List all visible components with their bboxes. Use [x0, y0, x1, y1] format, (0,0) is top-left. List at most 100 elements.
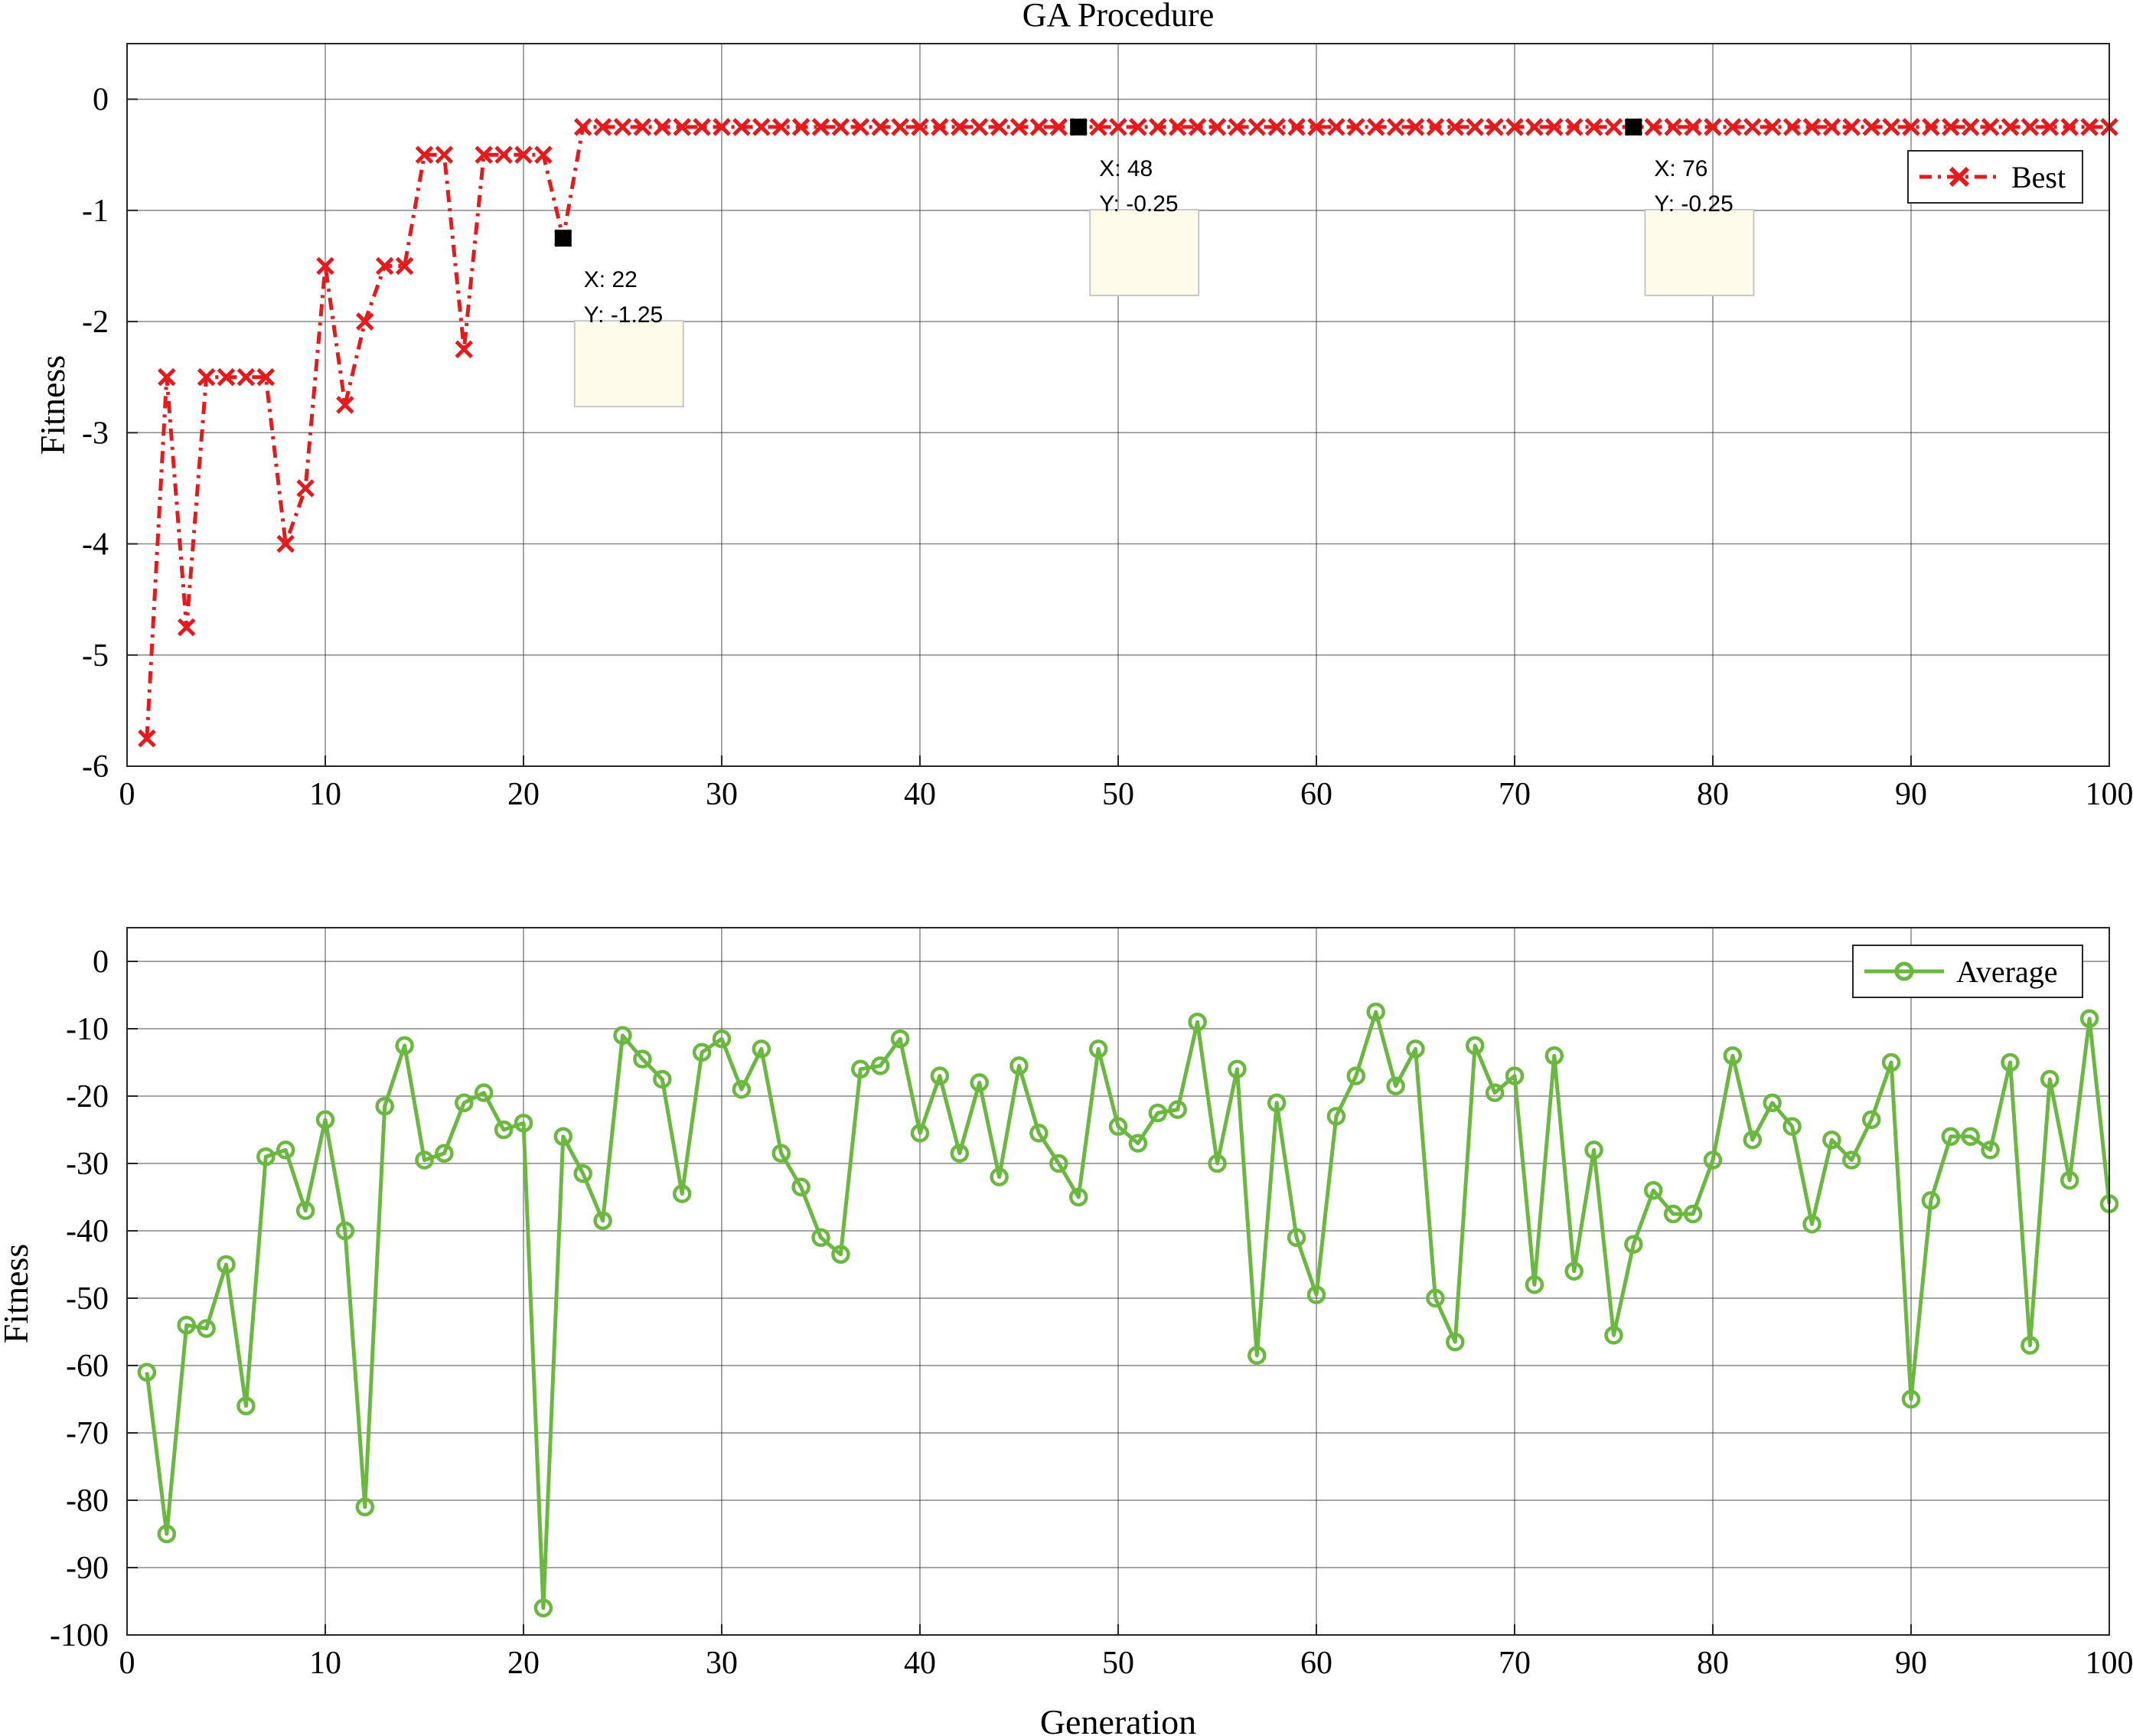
- best-point: [375, 256, 394, 276]
- best-point: [1981, 118, 2000, 136]
- average-point: [1306, 1285, 1326, 1304]
- y-tick-label: -90: [66, 1551, 109, 1586]
- average-point: [1981, 1140, 2000, 1160]
- average-point: [1564, 1261, 1583, 1281]
- best-point: [475, 145, 493, 164]
- best-point: [931, 118, 949, 136]
- average-point: [1505, 1066, 1525, 1085]
- average-point: [1861, 1110, 1881, 1130]
- best-point: [1882, 118, 1900, 136]
- average-point: [1228, 1059, 1247, 1079]
- datatip-x-label: X: 22: [584, 267, 638, 292]
- datatip-x-label: X: 48: [1099, 156, 1153, 181]
- best-point: [316, 256, 334, 276]
- best-point: [1049, 118, 1068, 136]
- average-point: [157, 1524, 177, 1544]
- best-point: [1743, 118, 1762, 136]
- average-point: [1901, 1389, 1921, 1409]
- average-point: [2020, 1336, 2040, 1355]
- average-point: [890, 1029, 910, 1049]
- y-tick-label: -5: [82, 638, 109, 674]
- average-point: [1961, 1127, 1980, 1147]
- best-point: [1466, 118, 1484, 136]
- average-point: [930, 1066, 950, 1085]
- average-point: [1009, 1056, 1029, 1075]
- y-tick-label: -3: [82, 416, 109, 451]
- average-point: [1208, 1154, 1227, 1173]
- best-point: [1802, 118, 1822, 136]
- y-tick-label: -70: [66, 1416, 109, 1451]
- best-point: [455, 340, 474, 359]
- average-point: [514, 1113, 533, 1133]
- y-tick-label: -50: [66, 1281, 109, 1317]
- average-legend-marker: [1894, 961, 1914, 981]
- best-point: [296, 479, 315, 498]
- average-point: [355, 1497, 375, 1517]
- best-point: [217, 367, 236, 387]
- best-point: [673, 118, 691, 136]
- average-point: [831, 1245, 850, 1264]
- average-point: [295, 1201, 315, 1220]
- average-point: [1584, 1140, 1603, 1160]
- datatip-box: [573, 320, 684, 408]
- average-point: [1188, 1012, 1207, 1032]
- x-tick-label: 90: [1895, 1646, 1927, 1681]
- x-tick-label: 90: [1895, 777, 1927, 812]
- best-point: [1327, 118, 1345, 136]
- top-grid: [126, 44, 2110, 767]
- average-point: [970, 1073, 989, 1092]
- datatip-y-label: Y: -0.25: [1654, 191, 1733, 217]
- top-x-tick-labels: 0 10 20 30 40 50 60 70 80 90 100: [119, 777, 2133, 812]
- best-point: [791, 118, 810, 136]
- best-point: [613, 118, 632, 136]
- best-point: [1486, 118, 1504, 136]
- best-legend-label: Best: [2011, 160, 2066, 194]
- y-tick-label: -10: [66, 1012, 109, 1047]
- datatip-box: [1644, 208, 1755, 296]
- y-tick-label: 0: [93, 945, 109, 980]
- average-point: [811, 1228, 830, 1248]
- average-series-line: [145, 1010, 2112, 1610]
- datatip-marker: [554, 230, 572, 247]
- best-point: [871, 118, 889, 136]
- average-point: [1822, 1130, 1841, 1150]
- x-tick-label: 60: [1300, 1646, 1332, 1681]
- average-point: [1386, 1076, 1405, 1096]
- top-axes-frame: [126, 43, 2110, 767]
- average-point: [375, 1096, 394, 1116]
- best-point: [1248, 118, 1267, 136]
- y-tick-label: -60: [66, 1349, 109, 1384]
- y-tick-label: -80: [66, 1483, 109, 1519]
- best-point: [1347, 118, 1365, 136]
- average-point: [1148, 1103, 1168, 1123]
- average-point: [1743, 1130, 1763, 1150]
- x-tick-label: 40: [904, 1646, 936, 1681]
- x-tick-label: 0: [119, 777, 135, 812]
- average-point: [455, 1093, 474, 1113]
- average-point: [236, 1396, 256, 1416]
- average-point: [1168, 1100, 1187, 1119]
- x-tick-label: 100: [2086, 777, 2133, 812]
- average-point: [1049, 1154, 1068, 1173]
- best-point: [534, 145, 553, 164]
- x-tick-label: 10: [309, 1646, 341, 1681]
- x-tick-label: 60: [1300, 777, 1332, 812]
- best-point: [1267, 118, 1286, 136]
- best-point: [1763, 118, 1782, 136]
- average-point: [791, 1177, 810, 1197]
- bottom-axes-frame: [126, 927, 2110, 1636]
- best-point: [1961, 118, 1980, 136]
- best-point: [1426, 118, 1445, 136]
- average-point: [1326, 1107, 1346, 1126]
- y-tick-label: -4: [82, 527, 109, 563]
- best-point: [1287, 118, 1306, 136]
- best-point: [494, 145, 513, 164]
- best-point: [891, 118, 909, 136]
- average-point: [692, 1043, 712, 1062]
- average-point: [1544, 1046, 1564, 1065]
- bottom-y-axis-label: Fitness: [0, 1244, 35, 1343]
- best-point: [1902, 118, 1920, 136]
- best-point: [1584, 118, 1603, 136]
- best-point: [177, 618, 196, 637]
